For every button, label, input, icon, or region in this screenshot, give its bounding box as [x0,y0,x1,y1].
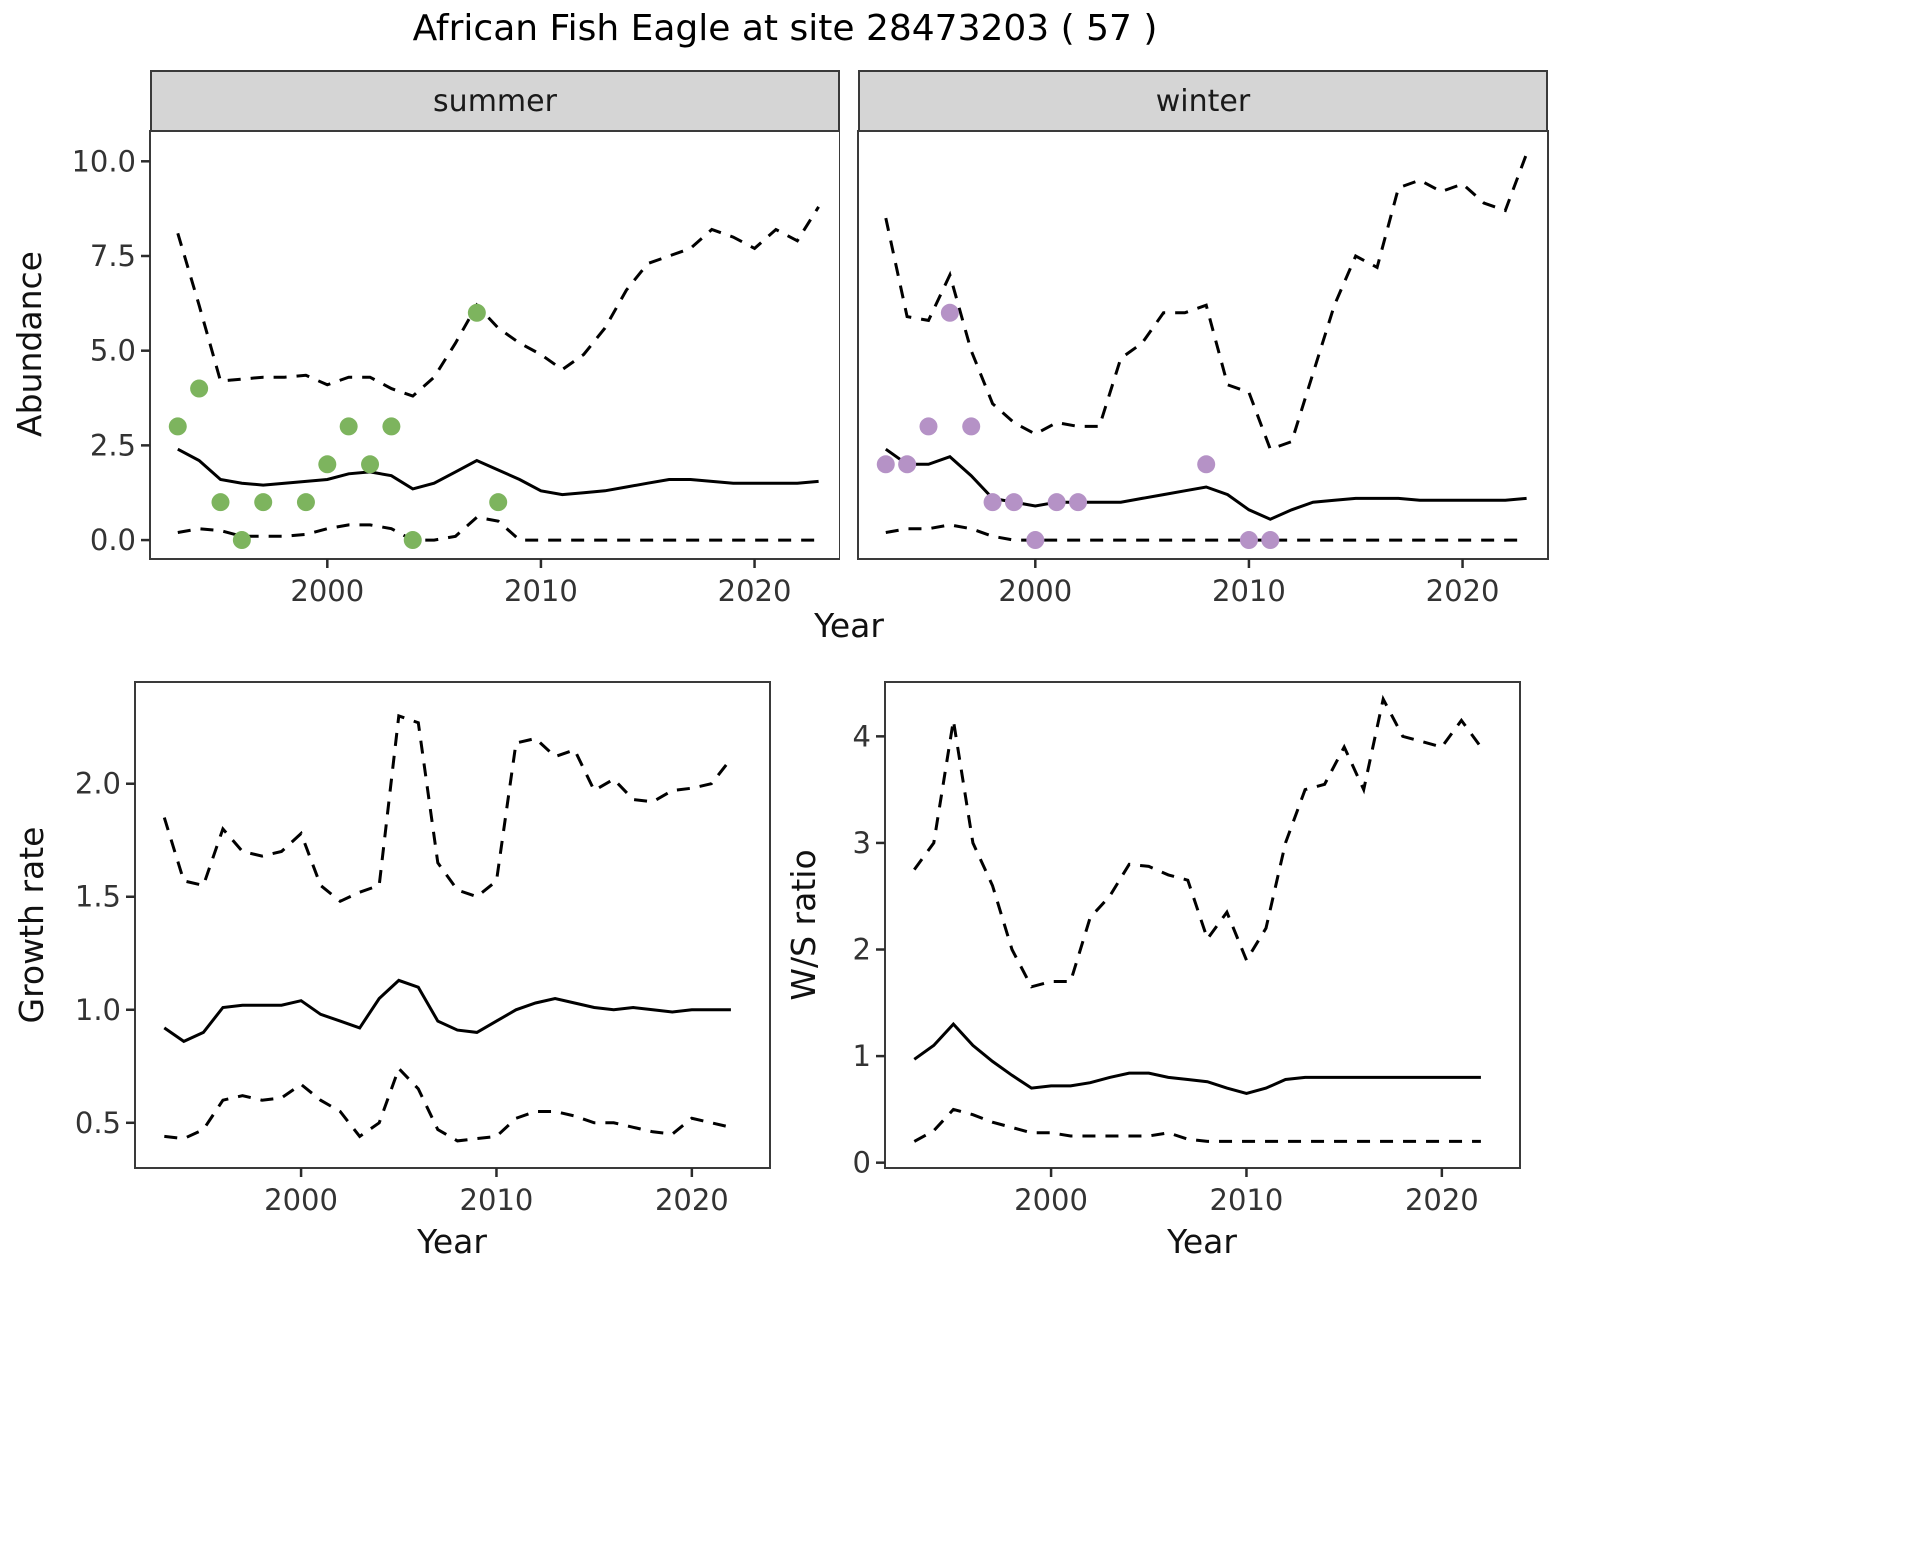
svg-text:2000: 2000 [998,574,1072,608]
svg-text:2: 2 [853,933,871,967]
x-axis-label-ws: Year [1167,1222,1237,1261]
svg-text:0.0: 0.0 [90,523,136,557]
svg-text:3: 3 [853,826,871,860]
svg-text:1: 1 [853,1039,871,1073]
svg-text:2000: 2000 [264,1183,338,1217]
facet-strip-winter-label: winter [1155,83,1251,119]
svg-text:7.5: 7.5 [90,239,136,273]
svg-text:2010: 2010 [1210,1183,1284,1217]
ws-ratio-chart: 2000 2010 2020 0 1 2 3 4 [853,681,1521,1217]
abundance-summer-chart: 2000 2010 2020 0.0 2.5 5.0 7.5 10.0 [75,130,840,608]
svg-text:2000: 2000 [290,574,364,608]
svg-text:2000: 2000 [1014,1183,1088,1217]
facet-strip-summer: summer [150,70,840,132]
figure-title: African Fish Eagle at site 28473203 ( 57… [412,8,1158,49]
svg-text:2010: 2010 [504,574,578,608]
svg-text:2010: 2010 [460,1183,534,1217]
facet-strip-summer-label: summer [433,83,557,119]
svg-text:0.5: 0.5 [75,1106,121,1140]
x-axis-label-top: Year [814,606,884,645]
svg-text:2010: 2010 [1212,574,1286,608]
growth-rate-chart: 2000 2010 2020 0.5 1.0 1.5 2.0 [75,681,771,1217]
y-axis-label-growth-rate: Growth rate [12,826,51,1024]
facet-strip-winter: winter [858,70,1548,132]
svg-text:2.0: 2.0 [75,767,121,801]
svg-text:2020: 2020 [1426,574,1500,608]
svg-text:2020: 2020 [655,1183,729,1217]
svg-text:5.0: 5.0 [90,334,136,368]
svg-text:1.0: 1.0 [75,993,121,1027]
abundance-winter-chart: 2000 2010 2020 [857,130,1549,608]
svg-text:2020: 2020 [1405,1183,1479,1217]
svg-text:10.0: 10.0 [75,144,136,178]
x-axis-label-growth: Year [417,1222,487,1261]
svg-text:4: 4 [853,719,871,753]
svg-text:0: 0 [853,1146,871,1180]
y-axis-label-abundance: Abundance [10,251,49,437]
svg-text:2020: 2020 [718,574,792,608]
svg-text:2.5: 2.5 [90,428,136,462]
svg-text:1.5: 1.5 [75,880,121,914]
